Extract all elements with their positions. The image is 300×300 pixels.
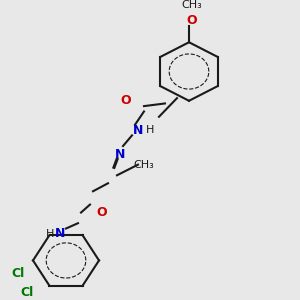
Text: O: O	[97, 206, 107, 219]
Text: O: O	[187, 14, 197, 28]
Text: H: H	[146, 125, 154, 135]
Text: CH₃: CH₃	[134, 160, 154, 170]
Text: CH₃: CH₃	[182, 0, 203, 10]
Text: Cl: Cl	[20, 286, 34, 299]
Text: Cl: Cl	[11, 267, 25, 280]
Text: N: N	[55, 227, 65, 240]
Text: N: N	[115, 148, 125, 160]
Text: N: N	[133, 124, 143, 136]
Text: O: O	[121, 94, 131, 107]
Text: H: H	[46, 229, 54, 239]
